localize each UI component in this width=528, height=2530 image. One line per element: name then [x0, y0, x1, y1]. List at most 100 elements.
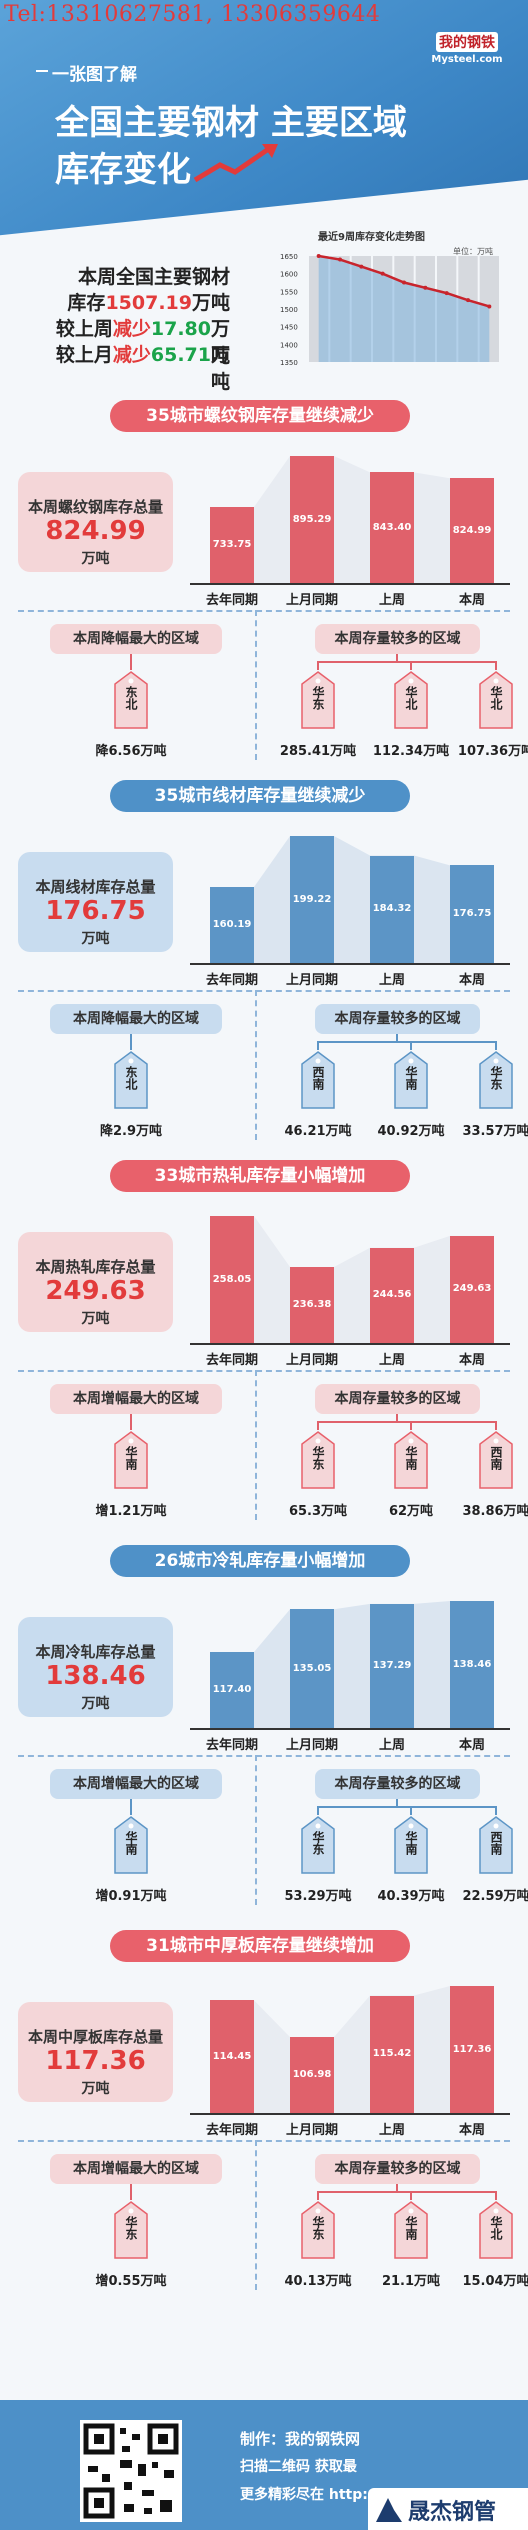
- region-tag-icon: [114, 1431, 148, 1489]
- chart-bar: 236.38: [290, 1267, 334, 1343]
- right-pill-label: 本周存量较多的区域: [315, 1004, 480, 1034]
- footer-more[interactable]: 更多精彩尽在 http:: [240, 2487, 368, 2503]
- bar-value-label: 733.75: [212, 539, 252, 551]
- qr-code[interactable]: [80, 2420, 182, 2522]
- trend-area: [210, 1601, 494, 1728]
- mini-point: [338, 257, 342, 262]
- brand-logo-icon: [376, 2498, 402, 2522]
- x-axis-label: 上月同期: [285, 2123, 338, 2138]
- dashed-divider-vertical: [255, 610, 257, 760]
- summary-line4: 较上月减少65.71万吨: [55, 344, 230, 393]
- left-pill-label: 本周增幅最大的区域: [50, 1769, 222, 1799]
- x-axis-label: 本周: [458, 973, 485, 988]
- region-tag-value: 增0.55万吨: [95, 2274, 167, 2289]
- region-tag-value: 22.59万吨: [462, 1889, 528, 1904]
- summary-line3: 较上周减少17.80万吨: [55, 318, 230, 367]
- region-tag-name: 华南: [404, 1831, 418, 1855]
- tag-connector: [410, 1421, 412, 1430]
- region-tag-icon: [301, 2201, 335, 2259]
- bar-value-label: 117.40: [212, 1684, 252, 1696]
- chart-bar: 843.40: [370, 472, 414, 583]
- region-tag-icon: [394, 1431, 428, 1489]
- trend-area-shape: [210, 1601, 494, 1728]
- x-axis-line: [190, 1728, 510, 1730]
- tag-connector: [495, 1806, 497, 1815]
- trend-area: [210, 1986, 494, 2113]
- dashed-divider-vertical: [255, 1755, 257, 1905]
- region-tag: 华东: [300, 1815, 336, 1877]
- x-axis-label: 本周: [458, 2123, 485, 2138]
- region-tag-icon: [479, 671, 513, 729]
- section-title: 26城市冷轧库存量小幅增加: [110, 1545, 410, 1577]
- bar-value-label: 258.05: [212, 1273, 252, 1285]
- bar-chart: 733.75 去年同期 895.29 上月同期 843.40 上周 824.99 本周: [190, 448, 510, 608]
- region-tag-name: 西南: [489, 1831, 503, 1855]
- region-tag: 华北: [478, 670, 514, 732]
- region-tag-value: 增1.21万吨: [95, 1504, 167, 1519]
- trend-area: [210, 836, 494, 963]
- x-axis-label: 去年同期: [205, 2123, 258, 2138]
- chart-bar: 138.46: [450, 1601, 494, 1728]
- chart-bar: 114.45: [210, 2000, 254, 2113]
- dashed-divider-top: [18, 1370, 510, 1372]
- tag-connector: [410, 1806, 412, 1815]
- region-tag-value: 38.86万吨: [462, 1504, 528, 1519]
- mini-point: [380, 271, 385, 276]
- dashed-divider-top: [18, 990, 510, 992]
- region-tag-icon: [479, 1816, 513, 1874]
- total-card: 本周热轧库存总量 249.63 万吨: [18, 1232, 173, 1332]
- tag-connector: [396, 1034, 398, 1042]
- section-title: 33城市热轧库存量小幅增加: [110, 1160, 410, 1192]
- total-card: 本周螺纹钢库存总量 824.99 万吨: [18, 472, 173, 572]
- qr-code-icon: [83, 2423, 179, 2519]
- region-tag-value: 53.29万吨: [284, 1889, 352, 1904]
- bar-value-label: 236.38: [292, 1299, 332, 1311]
- bar-chart: 258.05 去年同期 236.38 上月同期 244.56 上周 249.63 本周: [190, 1208, 510, 1368]
- region-tag-icon: [114, 1051, 148, 1109]
- bar-value-label: 138.46: [452, 1658, 492, 1670]
- mini-point: [423, 285, 428, 290]
- region-tag-name: 华东: [311, 686, 325, 710]
- card-label: 本周热轧库存总量: [35, 1258, 156, 1276]
- region-tag-name: 西南: [311, 1066, 325, 1090]
- right-pill-label: 本周存量较多的区域: [315, 2154, 480, 2184]
- region-tag-icon: [394, 671, 428, 729]
- bar-chart: 114.45 去年同期 106.98 上月同期 115.42 上周 117.36 本周: [190, 1978, 510, 2138]
- region-tag: 华南: [393, 2200, 429, 2262]
- region-tag-value: 107.36万吨: [457, 744, 528, 759]
- region-tag-icon: [394, 1051, 428, 1109]
- region-tag: 华东: [300, 1430, 336, 1492]
- card-unit: 万吨: [81, 2081, 110, 2097]
- region-tag-icon: [301, 671, 335, 729]
- x-axis-label: 去年同期: [205, 1353, 258, 1368]
- card-label: 本周冷轧库存总量: [35, 1643, 156, 1661]
- x-axis-label: 去年同期: [205, 973, 258, 988]
- trend-area-shape: [210, 836, 494, 963]
- region-tag: 东北: [113, 1050, 149, 1112]
- region-tag-icon: [301, 1051, 335, 1109]
- card-value: 138.46: [45, 1661, 146, 1691]
- total-card: 本周线材库存总量 176.75 万吨: [18, 852, 173, 952]
- tag-connector: [130, 2184, 132, 2200]
- bar-value-label: 184.32: [372, 903, 412, 915]
- region-tag: 华南: [113, 1815, 149, 1877]
- chart-bar: 249.63: [450, 1235, 494, 1343]
- bar-value-label: 843.40: [372, 521, 412, 533]
- region-tag: 华东: [113, 2200, 149, 2262]
- chart-bar: 117.40: [210, 1652, 254, 1728]
- region-tag-name: 华东: [311, 1831, 325, 1855]
- right-pill-label: 本周存量较多的区域: [315, 1769, 480, 1799]
- total-card: 本周冷轧库存总量 138.46 万吨: [18, 1617, 173, 1717]
- dashed-divider-top: [18, 1755, 510, 1757]
- x-axis-label: 上周: [378, 2123, 405, 2138]
- mini-chart-title: 最近9周库存变化走势图: [318, 232, 425, 243]
- region-tag-value: 62万吨: [388, 1504, 434, 1519]
- tag-connector: [317, 1041, 319, 1050]
- bar-value-label: 249.63: [452, 1283, 492, 1295]
- x-axis-label: 上周: [378, 1353, 405, 1368]
- mysteel-logo: 我的钢铁 Mysteel.com: [428, 32, 506, 80]
- trend-area: [210, 1216, 494, 1343]
- tag-connector: [495, 1421, 497, 1430]
- region-tag: 西南: [478, 1430, 514, 1492]
- chart-bar: 106.98: [290, 2037, 334, 2113]
